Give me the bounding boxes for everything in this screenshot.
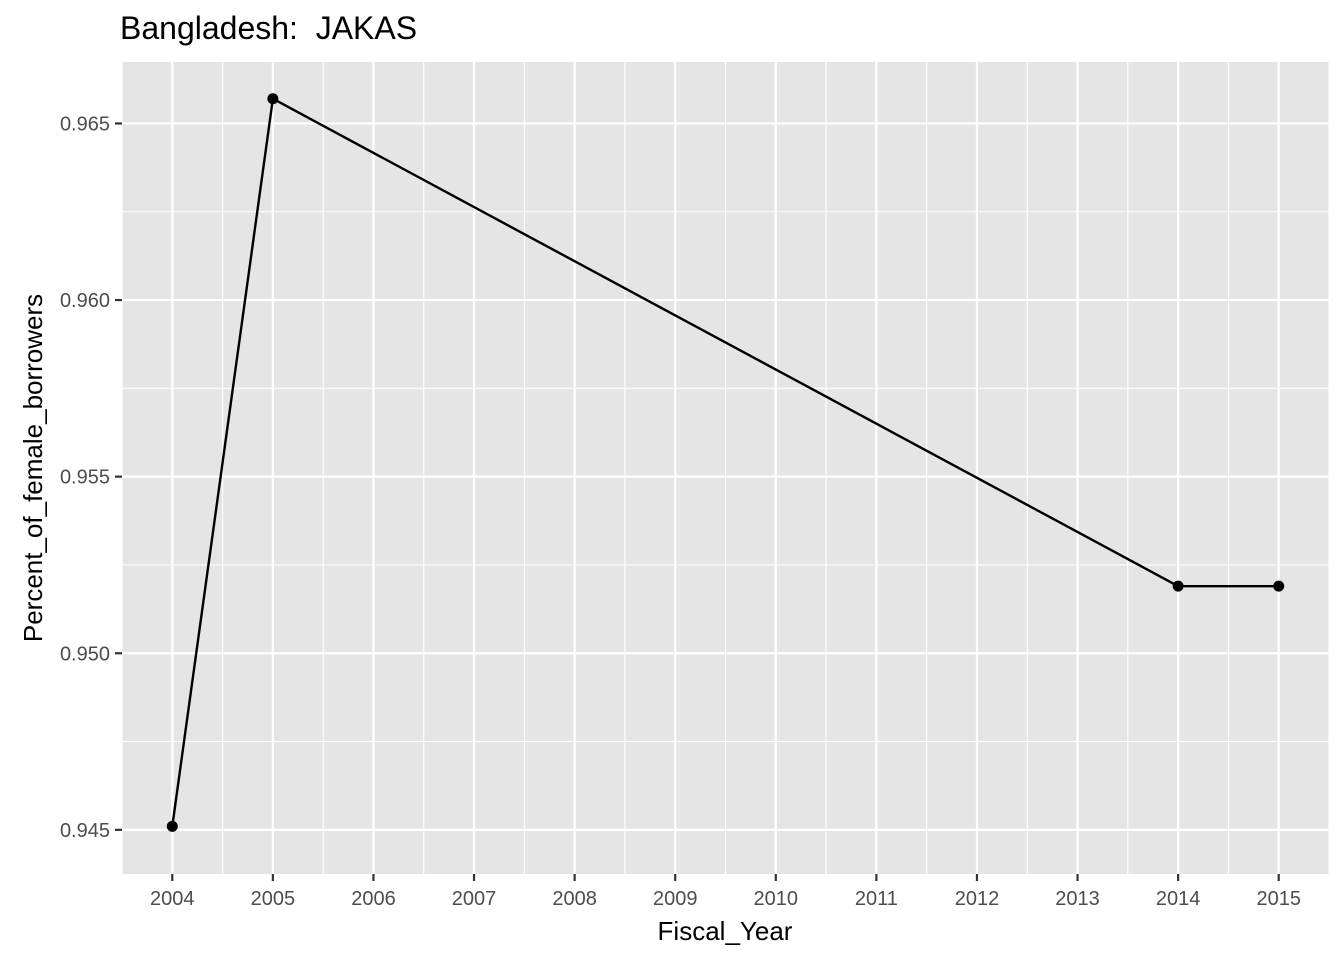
- y-axis-title: Percent_of_female_borrowers: [18, 294, 48, 642]
- x-tick-label: 2014: [1156, 888, 1201, 910]
- data-point: [166, 820, 178, 832]
- data-point: [1172, 580, 1184, 592]
- x-tick-label: 2011: [855, 888, 898, 910]
- x-tick-label: 2009: [653, 888, 698, 910]
- x-tick-label: 2008: [552, 888, 597, 910]
- x-tick-label: 2010: [754, 888, 799, 910]
- data-point: [1273, 580, 1285, 592]
- y-tick-label: 0.960: [60, 290, 110, 312]
- x-tick-label: 2007: [452, 888, 497, 910]
- x-tick-label: 2013: [1055, 888, 1100, 910]
- series-line: [171, 97, 1279, 827]
- x-axis-title: Fiscal_Year: [658, 916, 793, 946]
- data-point: [267, 93, 279, 105]
- grid-major: [122, 62, 1329, 874]
- y-tick-label: 0.955: [60, 467, 110, 489]
- x-tick-label: 2006: [351, 888, 396, 910]
- x-tick-label: 2015: [1256, 888, 1301, 910]
- chart-title: Bangladesh: JAKAS: [120, 10, 417, 46]
- x-tick-label: 2005: [251, 888, 296, 910]
- y-tick-label: 0.965: [60, 113, 110, 135]
- axis-ticks: [115, 122, 1280, 881]
- y-tick-label: 0.945: [60, 820, 110, 842]
- series-layer: [166, 93, 1285, 832]
- x-tick-label: 2012: [955, 888, 1000, 910]
- x-tick-label: 2004: [150, 888, 195, 910]
- grid-minor: [121, 62, 1330, 874]
- tick-labels: 2004 2005 2006 2007 2008 2009 2010 2011 2012 2013…: [60, 113, 1301, 910]
- y-tick-label: 0.950: [60, 643, 110, 665]
